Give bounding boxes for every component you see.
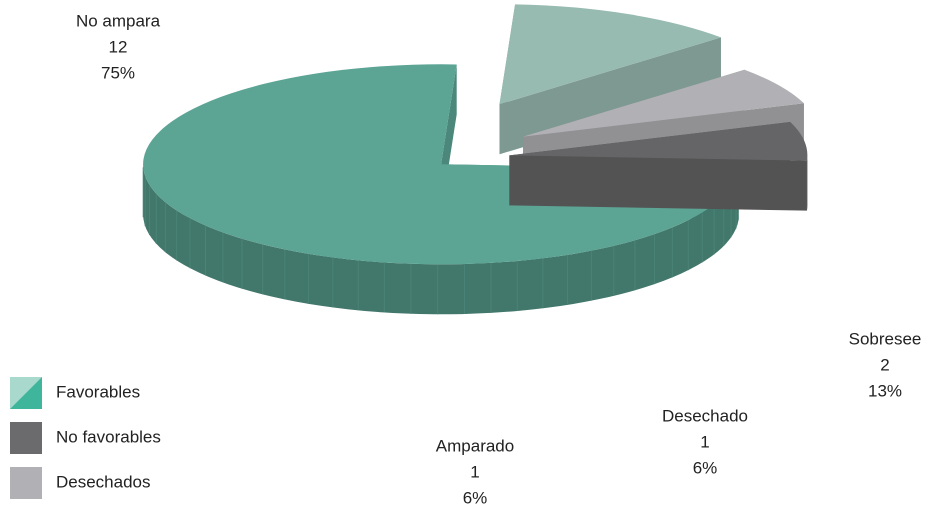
slice-percentage: 6%	[463, 488, 488, 507]
legend-swatch	[10, 377, 42, 409]
slice-group	[509, 121, 808, 211]
slice-radial-wall	[499, 37, 721, 155]
slice-value: 1	[700, 432, 709, 451]
slice	[143, 64, 739, 265]
slice-group	[499, 4, 721, 155]
slice-percentage: 6%	[693, 458, 718, 477]
slice	[523, 69, 804, 137]
slice-outer-wall	[143, 164, 739, 315]
slice-value: 1	[470, 462, 479, 481]
slice	[509, 121, 808, 161]
slice-label: Amparado	[436, 436, 514, 455]
slice-radial-wall	[509, 155, 807, 211]
slice-value: 12	[109, 37, 128, 56]
legend-label: Desechados	[56, 472, 151, 491]
slice-label: No ampara	[76, 11, 161, 30]
legend-label: Favorables	[56, 382, 140, 401]
legend-label: No favorables	[56, 427, 161, 446]
legend-swatch	[10, 467, 42, 499]
slice-percentage: 13%	[868, 381, 902, 400]
slice	[499, 4, 721, 105]
slice-value: 2	[880, 355, 889, 374]
slice-label: Sobresee	[849, 329, 922, 348]
slice-percentage: 75%	[101, 63, 135, 82]
legend-swatch	[10, 422, 42, 454]
slice-label: Desechado	[662, 406, 748, 425]
